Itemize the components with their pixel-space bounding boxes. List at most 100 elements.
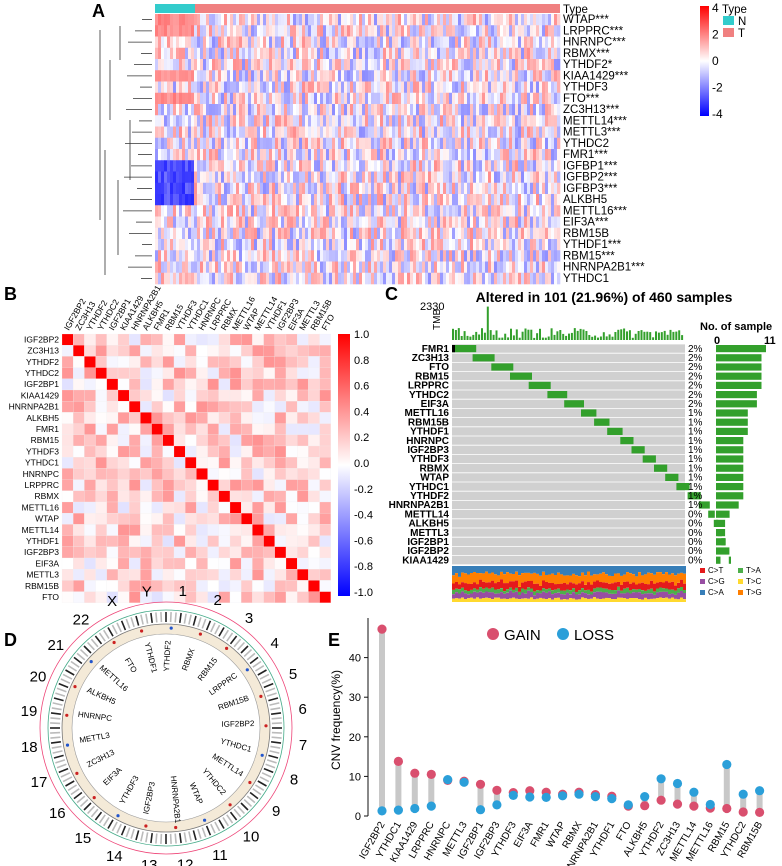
corr-cell — [285, 546, 298, 559]
tmb-bar — [539, 328, 541, 340]
corr-cell — [95, 513, 107, 525]
heatmap-cell — [332, 126, 336, 139]
heatmap-cell — [488, 137, 492, 150]
snv-segment — [602, 598, 605, 602]
heatmap-cell — [155, 126, 159, 139]
heatmap-cell — [275, 81, 279, 94]
heatmap-cell — [272, 115, 276, 127]
ideogram-band — [62, 776, 73, 783]
heatmap-cell — [230, 149, 234, 161]
snv-segment — [557, 597, 560, 602]
heatmap-cell — [200, 227, 204, 240]
heatmap-cell — [155, 14, 159, 26]
heatmap-cell — [476, 227, 480, 240]
heatmap-cell — [449, 81, 453, 94]
heatmap-cell — [308, 92, 312, 105]
heatmap-cell — [320, 227, 324, 240]
heatmap-cell — [425, 14, 429, 26]
heatmap-cell — [416, 194, 420, 206]
ideogram-band — [87, 641, 95, 651]
heatmap-cell — [446, 25, 450, 37]
heatmap-cell — [383, 272, 387, 285]
heatmap-cell — [368, 171, 372, 184]
heatmap-cell — [299, 137, 303, 150]
heatmap-cell — [194, 171, 198, 184]
heatmap-cell — [335, 171, 339, 184]
heatmap-cell — [347, 194, 351, 206]
heatmap-cell — [455, 227, 459, 240]
ideogram-band — [183, 613, 187, 624]
heatmap-cell — [455, 272, 459, 285]
corr-cell — [285, 423, 298, 435]
heatmap-cell — [485, 59, 489, 71]
heatmap-cell — [362, 216, 366, 229]
heatmap-cell — [395, 81, 399, 94]
heatmap-cell — [548, 261, 552, 274]
heatmap-cell — [446, 115, 450, 127]
heatmap-cell — [380, 14, 384, 26]
sample-count-bar — [716, 556, 721, 564]
heatmap-cell — [482, 261, 486, 274]
heatmap-cell — [377, 115, 381, 127]
heatmap-cell — [533, 194, 537, 206]
corr-cell — [229, 457, 242, 469]
corr-cell — [185, 389, 197, 402]
heatmap-cell — [293, 137, 297, 150]
heatmap-cell — [554, 261, 558, 274]
heatmap-cell — [452, 14, 456, 26]
heatmap-cell — [200, 126, 204, 139]
heatmap-cell — [359, 70, 363, 82]
snv-segment — [659, 566, 662, 573]
heatmap-cell — [158, 47, 162, 60]
corr-row-label: YTHDC1 — [25, 458, 59, 468]
heatmap-cell — [179, 205, 183, 217]
heatmap-cell — [491, 250, 495, 262]
corr-cell — [129, 445, 141, 458]
heatmap-cell — [227, 59, 231, 71]
corr-cell — [319, 524, 331, 536]
tmb-bar — [460, 336, 463, 340]
heatmap-cell — [425, 160, 429, 172]
corr-cell — [117, 333, 130, 346]
heatmap-cell — [452, 36, 456, 49]
heatmap-cell — [254, 47, 258, 60]
heatmap-cell — [389, 81, 393, 94]
heatmap-cell — [440, 47, 444, 60]
corr-cell — [297, 356, 309, 368]
heatmap-cell — [329, 250, 333, 262]
corr-cell — [173, 479, 186, 491]
heatmap-cell — [467, 182, 471, 195]
heatmap-cell — [194, 137, 198, 150]
tmb-bar — [504, 333, 507, 340]
circos-cnv-marker — [65, 743, 70, 747]
corr-cell — [241, 591, 253, 603]
heatmap-cell — [173, 14, 177, 26]
heatmap-cell — [431, 47, 435, 60]
tmb-bars — [452, 306, 684, 340]
heatmap-cell — [434, 36, 438, 49]
heatmap-cell — [488, 250, 492, 262]
heatmap-cell — [371, 182, 375, 195]
corr-cell — [162, 513, 175, 525]
heatmap-cell — [161, 227, 165, 240]
heatmap-cell — [488, 59, 492, 71]
corr-cell — [207, 423, 219, 435]
heatmap-cell — [461, 126, 465, 139]
snv-segment — [584, 566, 587, 576]
corr-cell — [73, 557, 85, 570]
heatmap-cell — [386, 104, 390, 116]
heatmap-cell — [407, 47, 411, 60]
heatmap-cell — [200, 104, 204, 116]
heatmap-cell — [434, 171, 438, 184]
heatmap-cell — [176, 272, 180, 285]
heatmap-cell — [305, 272, 309, 285]
corr-cell — [319, 445, 331, 458]
heatmap-cell — [275, 126, 279, 139]
snv-segment — [578, 576, 581, 584]
heatmap-cell — [524, 216, 528, 229]
heatmap-cell — [422, 92, 426, 105]
heatmap-cell — [467, 261, 471, 274]
heatmap-cell — [548, 171, 552, 184]
heatmap-cell — [470, 115, 474, 127]
corr-cell — [73, 569, 85, 581]
